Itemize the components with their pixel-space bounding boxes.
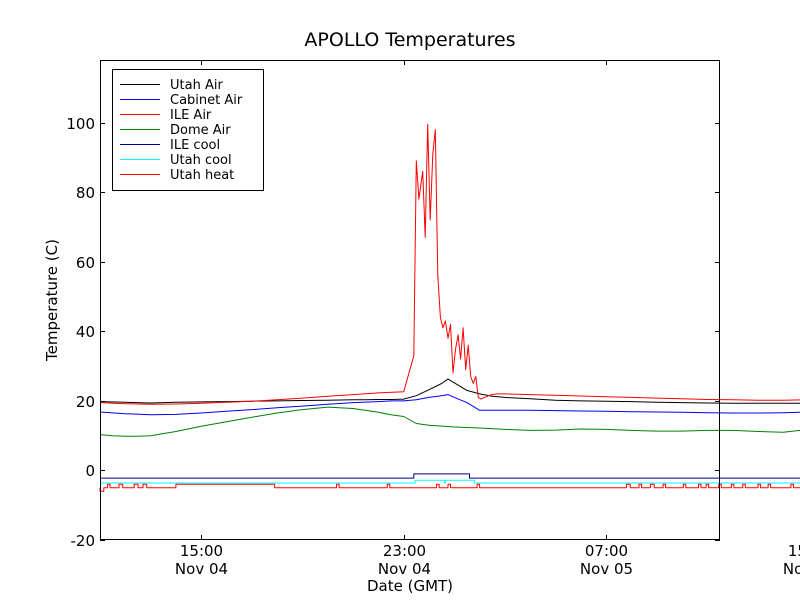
series-line-ile-cool xyxy=(100,473,800,479)
y-tick-label: 40 xyxy=(76,323,95,341)
legend-label-utah-cool: Utah cool xyxy=(170,153,232,168)
y-tick-label: 60 xyxy=(76,254,95,272)
chart-title: APOLLO Temperatures xyxy=(304,29,515,51)
series-line-utah-air xyxy=(99,378,800,404)
x-tick-label: Nov 05 xyxy=(580,560,633,578)
y-tick-label: -20 xyxy=(71,532,96,550)
y-tick-label: 0 xyxy=(85,462,95,480)
y-tick-label: 100 xyxy=(66,115,95,133)
legend-label-cabinet-air: Cabinet Air xyxy=(170,93,243,108)
legend-label-ile-cool: ILE cool xyxy=(170,138,220,153)
x-tick-label: 15:00 xyxy=(788,542,800,560)
legend-label-utah-heat: Utah heat xyxy=(170,168,234,183)
x-axis-label: Date (GMT) xyxy=(367,577,453,595)
plot-frame xyxy=(100,60,720,540)
series-line-utah-heat xyxy=(99,483,800,492)
series-line-utah-cool xyxy=(100,479,800,484)
series-line-cabinet-air xyxy=(99,394,800,416)
x-tick-label: 23:00 xyxy=(383,542,426,560)
x-tick-label: Nov 05 xyxy=(783,560,800,578)
series-line-dome-air xyxy=(99,406,800,437)
y-tick-label: 80 xyxy=(76,184,95,202)
y-tick-label: 20 xyxy=(76,393,95,411)
x-tick-label: 15:00 xyxy=(180,542,223,560)
series-layer xyxy=(99,123,800,492)
x-tick-label: 07:00 xyxy=(585,542,628,560)
y-axis-label: Temperature (C) xyxy=(43,239,61,362)
legend-label-utah-air: Utah Air xyxy=(170,78,223,93)
series-line-ile-air xyxy=(99,123,800,405)
legend-label-dome-air: Dome Air xyxy=(170,123,231,138)
legend-label-ile-air: ILE Air xyxy=(170,108,212,123)
x-tick-label: Nov 04 xyxy=(175,560,228,578)
x-tick-label: Nov 04 xyxy=(378,560,431,578)
